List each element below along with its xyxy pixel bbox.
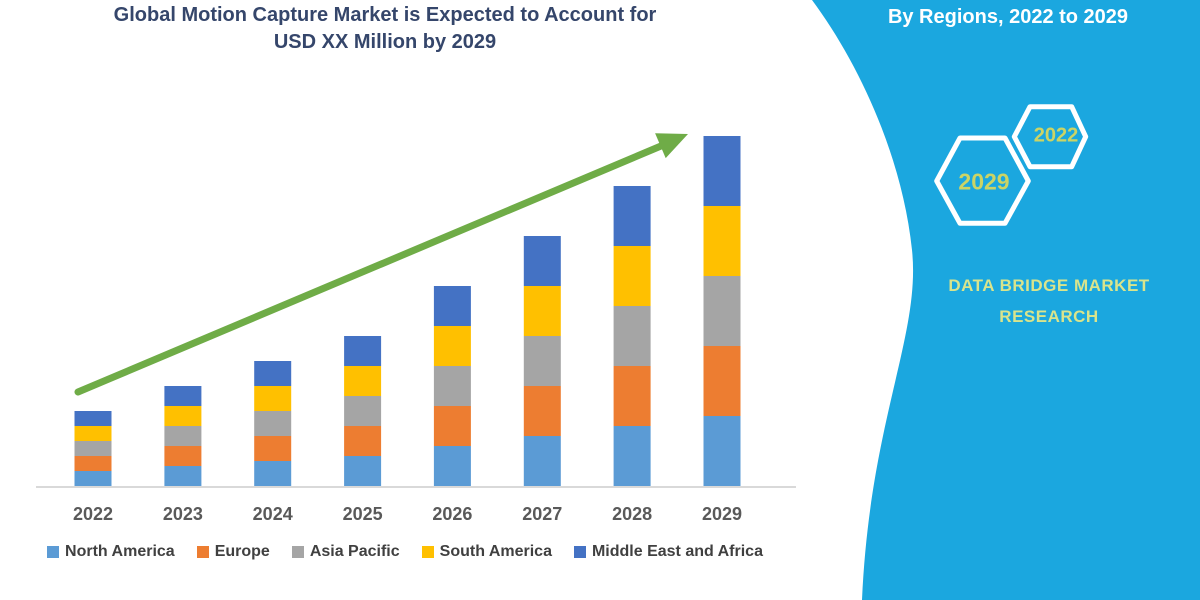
- bar-segment-2028-asia-pacific: [613, 306, 651, 366]
- bar-segment-2027-europe: [523, 386, 561, 436]
- legend-label-europe: Europe: [214, 543, 270, 560]
- sidebar-background-shape: [812, 0, 1200, 600]
- bar-segment-2022-europe: [74, 456, 112, 471]
- legend-label-asia-pacific: Asia Pacific: [309, 543, 400, 560]
- bar-segment-2022-south-america: [74, 426, 112, 441]
- hexagon-year-2022: 2022: [1033, 124, 1079, 147]
- bar-segment-2025-south-america: [344, 366, 382, 396]
- bar-segment-2022-middle-east-and-africa: [74, 411, 112, 426]
- legend-swatch-middle-east-and-africa: [573, 546, 586, 558]
- brand-name-line1: DATA BRIDGE MARKET: [948, 276, 1150, 295]
- legend-swatch-asia-pacific: [291, 546, 304, 558]
- legend-item-middle-east-and-africa: Middle East and Africa: [573, 543, 763, 561]
- legend-swatch-south-america: [421, 546, 434, 558]
- x-tick-label-2029: 2029: [702, 504, 742, 524]
- x-tick-label-2022: 2022: [73, 504, 113, 524]
- x-tick-label-2025: 2025: [343, 504, 383, 524]
- bar-segment-2023-north-america: [164, 466, 202, 486]
- bar-segment-2029-europe: [703, 346, 741, 416]
- hexagon-year-2029: 2029: [958, 168, 1010, 195]
- bar-segment-2025-asia-pacific: [344, 396, 382, 426]
- bar-segment-2029-asia-pacific: [703, 276, 741, 346]
- stacked-bar-chart: 2022 2023 2024 2025 2026 2027 2028 2029: [36, 133, 796, 524]
- bar-segment-2023-middle-east-and-africa: [164, 386, 202, 406]
- x-tick-label-2028: 2028: [612, 504, 652, 524]
- legend-swatch-north-america: [47, 546, 60, 558]
- bar-segment-2024-south-america: [254, 386, 292, 411]
- legend-item-south-america: South America: [421, 543, 552, 561]
- bar-segment-2027-south-america: [523, 286, 561, 336]
- bar-segment-2028-north-america: [613, 426, 651, 486]
- bar-segment-2025-europe: [344, 426, 382, 456]
- bar-segment-2024-middle-east-and-africa: [254, 361, 292, 386]
- bar-segment-2025-middle-east-and-africa: [344, 336, 382, 366]
- chart-title-line2: USD XX Million by 2029: [273, 31, 497, 53]
- chart-legend: North America Europe Asia Pacific South Ame…: [0, 540, 810, 564]
- sidebar-heading: By Regions, 2022 to 2029: [887, 6, 1129, 28]
- chart-title: Global Motion Capture Market is Expected…: [0, 2, 770, 56]
- legend-item-asia-pacific: Asia Pacific: [291, 543, 400, 561]
- x-tick-label-2023: 2023: [163, 504, 203, 524]
- bar-segment-2028-europe: [613, 366, 651, 426]
- bar-segment-2022-asia-pacific: [74, 441, 112, 456]
- bar-segment-2022-north-america: [74, 471, 112, 486]
- bar-segment-2024-europe: [254, 436, 292, 461]
- legend-swatch-europe: [196, 546, 209, 558]
- chart-title-line1: Global Motion Capture Market is Expected…: [113, 4, 657, 26]
- bar-segment-2026-south-america: [433, 326, 471, 366]
- hexagon-2022-icon: [1011, 104, 1089, 170]
- bar-segment-2028-middle-east-and-africa: [613, 186, 651, 246]
- bar-segment-2029-middle-east-and-africa: [703, 136, 741, 206]
- legend-item-europe: Europe: [196, 543, 270, 561]
- legend-label-middle-east-and-africa: Middle East and Africa: [591, 543, 763, 560]
- bar-segment-2026-north-america: [433, 446, 471, 486]
- bar-segment-2024-north-america: [254, 461, 292, 486]
- bar-segment-2023-asia-pacific: [164, 426, 202, 446]
- bar-segment-2027-middle-east-and-africa: [523, 236, 561, 286]
- x-tick-label-2026: 2026: [432, 504, 472, 524]
- x-tick-label-2024: 2024: [253, 504, 293, 524]
- brand-name: DATA BRIDGE MARKET RESEARCH: [926, 270, 1172, 332]
- trend-arrow-head-icon: [655, 133, 688, 159]
- bar-segment-2024-asia-pacific: [254, 411, 292, 436]
- bar-segment-2026-europe: [433, 406, 471, 446]
- legend-label-south-america: South America: [439, 543, 552, 560]
- bar-segment-2027-asia-pacific: [523, 336, 561, 386]
- x-tick-label-2027: 2027: [522, 504, 562, 524]
- bar-segment-2023-south-america: [164, 406, 202, 426]
- legend-label-north-america: North America: [65, 543, 175, 560]
- bar-segment-2026-middle-east-and-africa: [433, 286, 471, 326]
- bar-segment-2029-north-america: [703, 416, 741, 486]
- bar-segment-2027-north-america: [523, 436, 561, 486]
- bar-segment-2023-europe: [164, 446, 202, 466]
- bar-segment-2028-south-america: [613, 246, 651, 306]
- brand-name-line2: RESEARCH: [999, 307, 1099, 326]
- legend-item-north-america: North America: [47, 543, 175, 561]
- bar-segment-2029-south-america: [703, 206, 741, 276]
- bar-segment-2025-north-america: [344, 456, 382, 486]
- bar-segment-2026-asia-pacific: [433, 366, 471, 406]
- hexagon-2029-icon: [934, 135, 1031, 226]
- trend-arrow-shaft: [74, 142, 665, 396]
